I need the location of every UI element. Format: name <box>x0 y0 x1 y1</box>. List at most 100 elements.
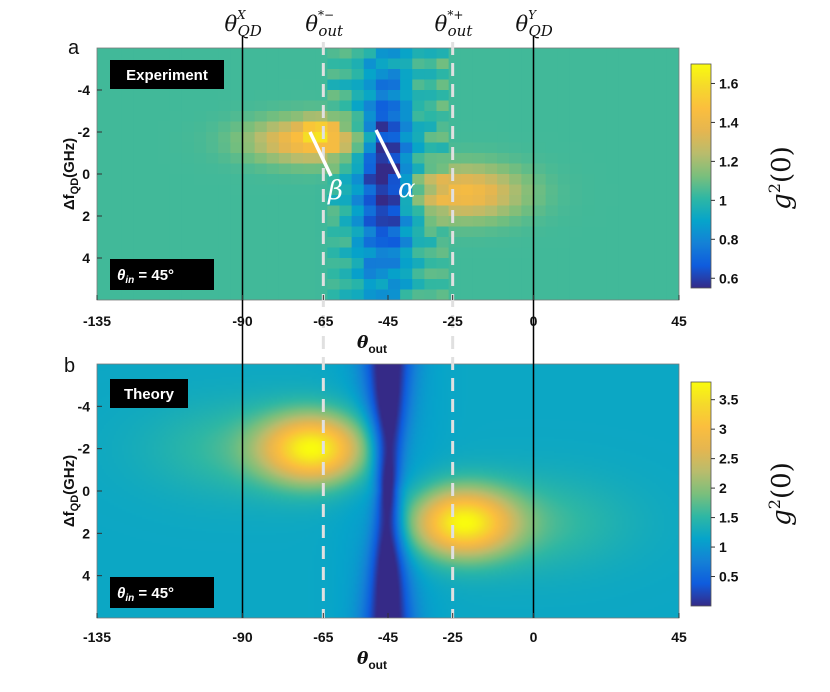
heatmap-cell <box>666 111 679 123</box>
heatmap-cell <box>509 79 522 91</box>
heatmap-cell <box>169 121 183 133</box>
heatmap-cell <box>181 111 195 123</box>
heatmap-cell <box>351 237 365 249</box>
heatmap-cell <box>157 237 171 249</box>
heatmap-cell <box>145 195 159 207</box>
heatmap-cell <box>363 289 377 300</box>
heatmap-cell <box>218 258 231 270</box>
heatmap-cell <box>315 69 328 81</box>
heatmap-cell <box>424 58 438 70</box>
heatmap-cell <box>521 268 535 280</box>
heatmap-cell <box>521 174 535 186</box>
heatmap-cell <box>230 100 244 112</box>
heatmap-cell <box>266 121 280 133</box>
heatmap-cell <box>181 153 195 165</box>
heatmap-cell <box>242 142 256 154</box>
heatmap-cell <box>545 69 559 81</box>
heatmap-cell <box>145 142 159 154</box>
heatmap-cell <box>654 121 668 133</box>
heatmap-cell <box>472 132 486 144</box>
heatmap-cell <box>557 48 571 60</box>
heatmap-cell <box>388 58 401 70</box>
heatmap-cell <box>218 142 231 154</box>
heatmap-cell <box>109 132 122 144</box>
heatmap-cell <box>181 205 195 217</box>
heatmap-cell <box>594 268 607 280</box>
heatmap-cell <box>327 268 341 280</box>
heatmap-cell <box>594 153 607 165</box>
heatmap-cell <box>424 247 438 259</box>
heatmap-cell <box>545 163 559 175</box>
heatmap-cell <box>582 279 595 291</box>
heatmap-cell <box>618 216 632 228</box>
heatmap-cell <box>339 237 353 249</box>
heatmap-cell <box>109 111 122 123</box>
heatmap-cell <box>375 268 389 280</box>
heatmap-cell <box>254 163 268 175</box>
heatmap-cell <box>97 58 110 70</box>
x-tick-label: 45 <box>671 629 687 645</box>
heatmap-cell <box>569 184 583 196</box>
heatmap-cell <box>254 289 268 300</box>
heatmap-cell <box>230 111 244 123</box>
x-tick-label: -65 <box>313 313 333 329</box>
heatmap-cell <box>278 226 292 238</box>
heatmap-cell <box>278 195 292 207</box>
heatmap-cell <box>375 142 389 154</box>
heatmap-cell <box>412 289 425 300</box>
heatmap-cell <box>181 100 195 112</box>
heatmap-cell <box>266 195 280 207</box>
heatmap-cell <box>412 258 425 270</box>
heatmap-cell <box>278 111 292 123</box>
heatmap-cell <box>497 289 510 300</box>
heatmap-cell <box>157 289 171 300</box>
heatmap-cell <box>303 111 316 123</box>
heatmap-cell <box>460 90 474 102</box>
heatmap-cell <box>412 247 425 259</box>
alpha-pointer <box>374 129 402 179</box>
heatmap-cell <box>436 58 450 70</box>
heatmap-cell <box>557 121 571 133</box>
heatmap-cell <box>169 111 183 123</box>
heatmap-cell <box>618 90 632 102</box>
heatmap-cell <box>606 216 619 228</box>
heatmap-cell <box>145 205 159 217</box>
heatmap-cell <box>545 289 559 300</box>
heatmap-cell <box>327 289 341 300</box>
heatmap-cell <box>327 237 341 249</box>
heatmap-cell <box>545 216 559 228</box>
heatmap-cell <box>412 58 425 70</box>
heatmap-cell <box>145 48 159 60</box>
heatmap-cell <box>242 247 256 259</box>
heatmap-cell <box>266 205 280 217</box>
heatmap-cell <box>97 258 110 270</box>
heatmap-cell <box>194 237 207 249</box>
heatmap-cell <box>97 100 110 112</box>
colorbar-label-b: g2(0) <box>765 462 797 526</box>
heatmap-cell <box>533 258 547 270</box>
heatmap-cell <box>351 48 365 60</box>
heatmap-cell <box>654 226 668 238</box>
heatmap-cell <box>569 111 583 123</box>
heatmap-cell <box>230 58 244 70</box>
heatmap-cell <box>218 90 231 102</box>
heatmap-cell <box>472 268 486 280</box>
heatmap-cell <box>569 163 583 175</box>
heatmap-cell <box>545 247 559 259</box>
heatmap-cell <box>97 69 110 81</box>
heatmap-cell <box>594 205 607 217</box>
heatmap-cell <box>133 163 147 175</box>
heatmap-cell <box>521 90 535 102</box>
x-tick-label: -90 <box>232 313 252 329</box>
heatmap-cell <box>594 142 607 154</box>
heatmap-cell <box>327 174 341 186</box>
heatmap-cell <box>472 111 486 123</box>
heatmap-cell <box>206 142 219 154</box>
heatmap-cell <box>266 100 280 112</box>
heatmap-cell <box>339 90 353 102</box>
heatmap-cell <box>388 69 401 81</box>
heatmap-cell <box>412 237 425 249</box>
heatmap-cell <box>206 100 219 112</box>
heatmap-cell <box>254 258 268 270</box>
top-marker-label: θ*+ out <box>435 8 474 40</box>
